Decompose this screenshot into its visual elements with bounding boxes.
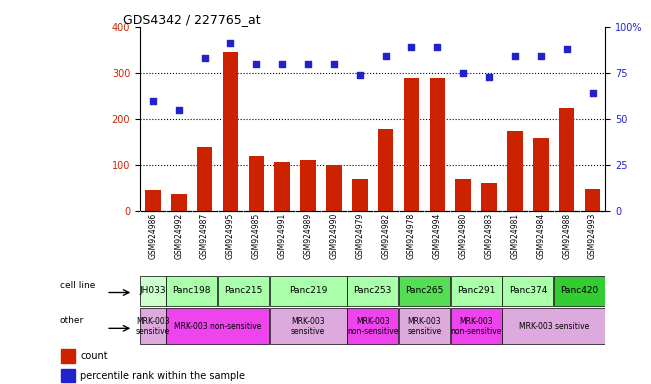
Bar xyxy=(559,108,574,211)
Bar xyxy=(140,308,165,344)
Point xyxy=(277,61,287,67)
Text: other: other xyxy=(60,316,84,325)
Bar xyxy=(223,52,238,211)
Text: GSM924988: GSM924988 xyxy=(562,212,571,258)
Text: GSM924985: GSM924985 xyxy=(252,212,261,259)
Text: GSM924981: GSM924981 xyxy=(510,212,519,258)
Point xyxy=(406,44,417,50)
Bar xyxy=(249,156,264,211)
Text: GSM924994: GSM924994 xyxy=(433,212,442,259)
Text: count: count xyxy=(80,351,107,361)
Bar xyxy=(399,276,450,306)
Text: Panc374: Panc374 xyxy=(508,286,547,295)
Bar xyxy=(352,179,368,211)
Text: MRK-003 non-sensitive: MRK-003 non-sensitive xyxy=(174,322,261,331)
Bar xyxy=(347,308,398,344)
Bar xyxy=(197,147,212,211)
Bar xyxy=(145,190,161,211)
Point xyxy=(561,46,572,52)
Bar xyxy=(300,160,316,211)
Bar xyxy=(554,276,605,306)
Bar xyxy=(430,78,445,211)
Text: GSM924986: GSM924986 xyxy=(148,212,158,259)
Point xyxy=(199,55,210,61)
Bar xyxy=(481,183,497,211)
Bar xyxy=(450,308,502,344)
Bar xyxy=(533,138,549,211)
Bar xyxy=(166,308,269,344)
Bar xyxy=(503,276,553,306)
Point xyxy=(303,61,313,67)
Bar xyxy=(61,349,75,363)
Bar xyxy=(61,369,75,382)
Bar xyxy=(166,276,217,306)
Bar xyxy=(140,276,165,306)
Point xyxy=(329,61,339,67)
Text: Panc265: Panc265 xyxy=(405,286,443,295)
Bar xyxy=(218,276,269,306)
Bar xyxy=(404,78,419,211)
Text: GSM924979: GSM924979 xyxy=(355,212,365,259)
Bar xyxy=(378,129,393,211)
Bar xyxy=(347,276,398,306)
Bar xyxy=(171,194,187,211)
Text: GSM924993: GSM924993 xyxy=(588,212,597,259)
Text: GSM924978: GSM924978 xyxy=(407,212,416,259)
Text: MRK-003
sensitive: MRK-003 sensitive xyxy=(408,317,441,336)
Text: GSM924980: GSM924980 xyxy=(459,212,467,259)
Point xyxy=(148,98,158,104)
Text: GSM924987: GSM924987 xyxy=(200,212,209,259)
Point xyxy=(174,107,184,113)
Text: Panc253: Panc253 xyxy=(353,286,392,295)
Text: GSM924989: GSM924989 xyxy=(303,212,312,259)
Text: GSM924982: GSM924982 xyxy=(381,212,390,258)
Text: MRK-003
sensitive: MRK-003 sensitive xyxy=(136,317,170,336)
Text: Panc420: Panc420 xyxy=(561,286,599,295)
Point xyxy=(432,44,443,50)
Point xyxy=(251,61,262,67)
Bar xyxy=(270,308,346,344)
Text: Panc198: Panc198 xyxy=(173,286,211,295)
Bar xyxy=(507,131,523,211)
Text: GDS4342 / 227765_at: GDS4342 / 227765_at xyxy=(124,13,261,26)
Text: MRK-003
non-sensitive: MRK-003 non-sensitive xyxy=(450,317,502,336)
Point xyxy=(225,40,236,46)
Text: percentile rank within the sample: percentile rank within the sample xyxy=(80,371,245,381)
Text: MRK-003 sensitive: MRK-003 sensitive xyxy=(519,322,589,331)
Text: cell line: cell line xyxy=(60,281,95,290)
Bar xyxy=(399,308,450,344)
Point xyxy=(484,74,494,80)
Text: GSM924995: GSM924995 xyxy=(226,212,235,259)
Point xyxy=(380,53,391,60)
Bar xyxy=(275,162,290,211)
Text: GSM924990: GSM924990 xyxy=(329,212,339,259)
Bar xyxy=(450,276,502,306)
Bar xyxy=(503,308,605,344)
Text: Panc215: Panc215 xyxy=(224,286,262,295)
Bar xyxy=(270,276,346,306)
Text: GSM924991: GSM924991 xyxy=(278,212,286,259)
Point xyxy=(510,53,520,60)
Text: JH033: JH033 xyxy=(139,286,166,295)
Text: MRK-003
non-sensitive: MRK-003 non-sensitive xyxy=(347,317,398,336)
Text: GSM924984: GSM924984 xyxy=(536,212,546,259)
Bar xyxy=(456,179,471,211)
Point xyxy=(458,70,469,76)
Bar xyxy=(585,189,600,211)
Point xyxy=(355,72,365,78)
Point xyxy=(587,90,598,96)
Text: Panc291: Panc291 xyxy=(457,286,495,295)
Text: MRK-003
sensitive: MRK-003 sensitive xyxy=(291,317,326,336)
Point xyxy=(536,53,546,60)
Text: GSM924992: GSM924992 xyxy=(174,212,183,259)
Text: GSM924983: GSM924983 xyxy=(484,212,493,259)
Text: Panc219: Panc219 xyxy=(289,286,327,295)
Bar xyxy=(326,165,342,211)
